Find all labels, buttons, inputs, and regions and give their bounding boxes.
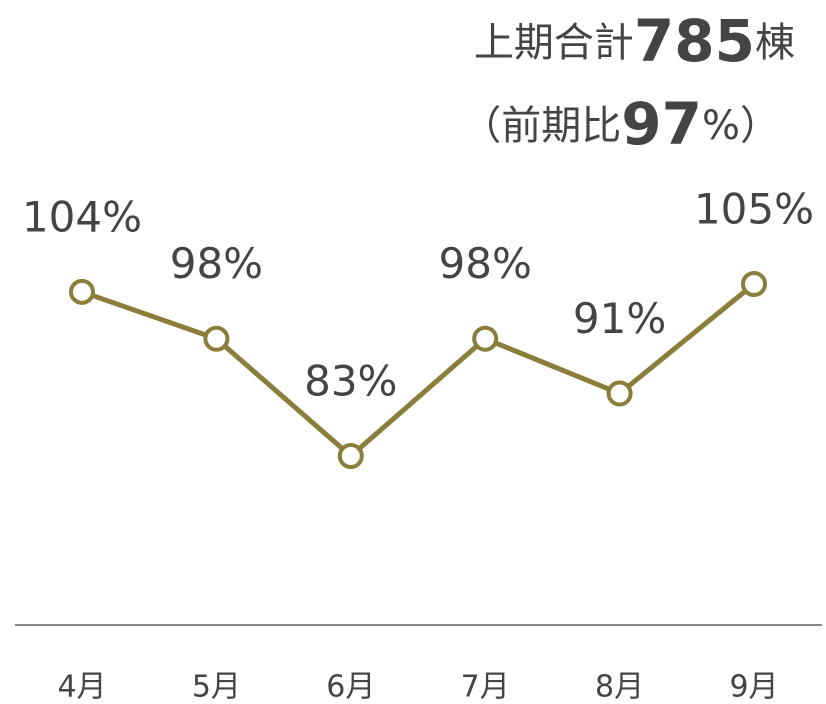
point	[606, 380, 633, 407]
annotation-line2: （前期比97%）	[461, 90, 780, 158]
line	[81, 282, 756, 459]
point	[741, 271, 767, 297]
x-tick-label: 9月	[729, 670, 778, 704]
x-tick-label: 6月	[326, 670, 375, 704]
point	[69, 278, 95, 305]
annotation-text: 上期合計	[474, 20, 634, 66]
x-tick-label: 8月	[595, 670, 644, 704]
annotation-line1: 上期合計785棟	[474, 7, 795, 75]
data-label: 98%	[170, 239, 263, 288]
annotation-number: 97	[621, 90, 702, 158]
data-label: 83%	[304, 357, 397, 406]
data-label: 104%	[22, 192, 142, 241]
point	[472, 325, 499, 352]
annotation-text: （前期比	[461, 103, 621, 149]
annotation-number: 785	[634, 7, 755, 75]
point	[337, 443, 364, 469]
data-label: 91%	[573, 294, 666, 343]
annotation-text: %）	[702, 103, 780, 149]
x-tick-label: 4月	[57, 670, 106, 704]
data-label: 105%	[694, 185, 814, 234]
x-tick-label: 5月	[192, 670, 241, 704]
data-label: 98%	[439, 239, 532, 288]
point	[203, 325, 230, 352]
annotation-text: 棟	[755, 20, 795, 66]
x-tick-label: 7月	[461, 670, 510, 704]
